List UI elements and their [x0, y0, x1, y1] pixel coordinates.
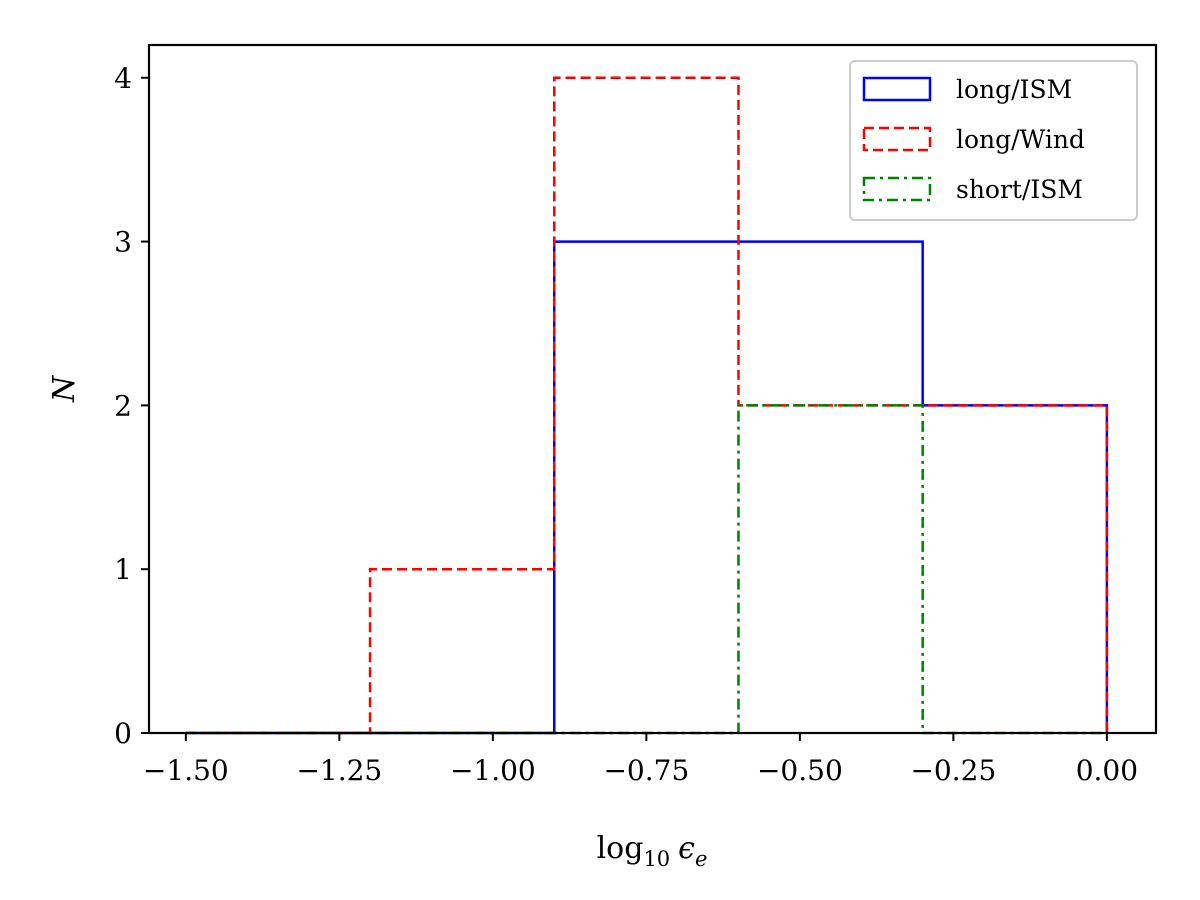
legend: long/ISM long/Wind short/ISM: [849, 60, 1138, 221]
y-axis: 0 1 2 3 4: [114, 62, 149, 750]
series-1-step-outline: [185, 76, 1109, 735]
legend-swatch-0: [862, 76, 932, 102]
y-axis-label: N: [47, 374, 82, 403]
x-tick-label: −1.00: [450, 754, 536, 787]
plot-frame: [147, 43, 1158, 735]
x-tick-label: −0.25: [910, 754, 996, 787]
legend-label-1: long/Wind: [956, 125, 1085, 154]
y-tick-label: 3: [114, 226, 132, 259]
y-tick-label: 1: [114, 553, 132, 586]
x-axis: −1.50 −1.25 −1.00 −0.75 −0.50 −0.25 0.00: [143, 733, 1138, 787]
legend-swatch-1: [862, 126, 932, 152]
x-tick-label: −1.50: [143, 754, 229, 787]
series-2-step-outline: [185, 404, 1107, 735]
legend-label-2: short/ISM: [956, 175, 1083, 204]
x-axis-label-sub: 10: [643, 847, 670, 871]
y-tick-label: 4: [114, 62, 132, 95]
x-axis-label-symbol-sub: e: [695, 847, 707, 871]
y-tick-label: 0: [114, 717, 132, 750]
x-tick-label: 0.00: [1076, 754, 1138, 787]
x-axis-label-base: log: [597, 831, 644, 866]
x-tick-label: −0.50: [757, 754, 843, 787]
legend-label-0: long/ISM: [956, 75, 1072, 104]
x-axis-label-symbol: ϵ: [678, 831, 695, 866]
legend-swatch-2: [862, 176, 932, 202]
x-tick-label: −1.25: [296, 754, 382, 787]
x-axis-label: log10 ϵe: [597, 831, 708, 871]
x-tick-label: −0.75: [603, 754, 689, 787]
y-tick-label: 2: [114, 389, 132, 422]
